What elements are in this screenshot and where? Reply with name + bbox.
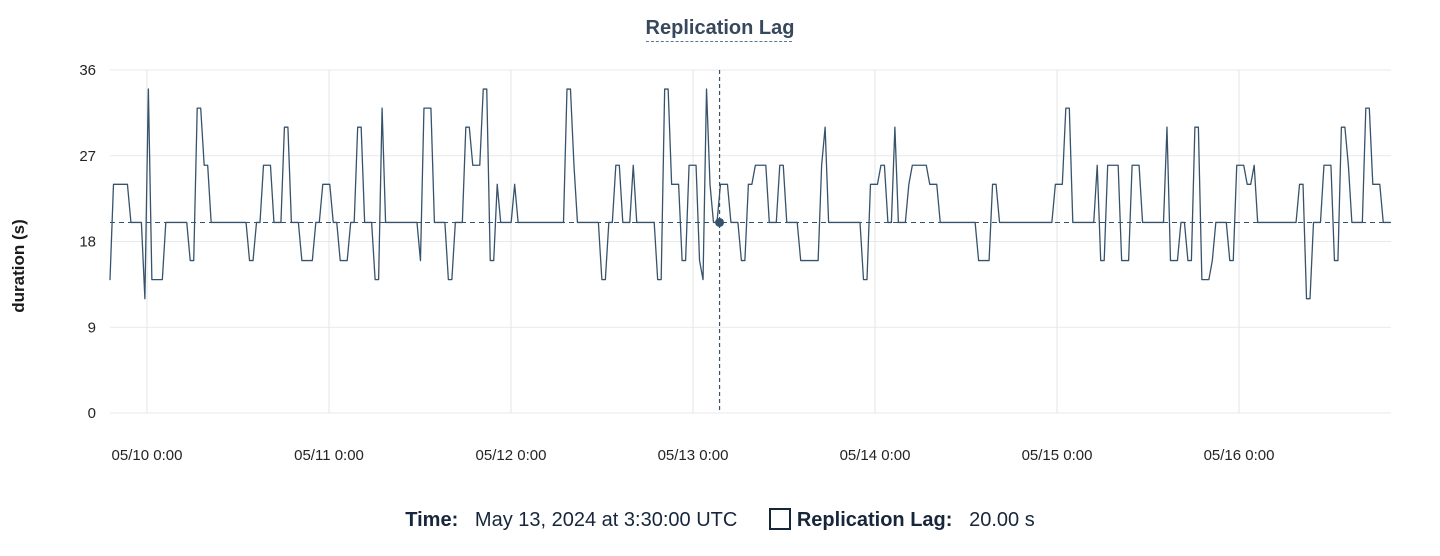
svg-text:27: 27 <box>79 148 96 165</box>
svg-text:36: 36 <box>79 62 96 79</box>
svg-text:05/14 0:00: 05/14 0:00 <box>840 447 911 464</box>
svg-text:05/13 0:00: 05/13 0:00 <box>658 447 729 464</box>
svg-text:05/11 0:00: 05/11 0:00 <box>294 447 364 464</box>
svg-text:9: 9 <box>88 319 96 336</box>
svg-text:05/12 0:00: 05/12 0:00 <box>476 447 547 464</box>
svg-text:05/10 0:00: 05/10 0:00 <box>112 447 183 464</box>
svg-text:18: 18 <box>79 234 96 251</box>
svg-text:0: 0 <box>88 405 96 422</box>
svg-text:05/15 0:00: 05/15 0:00 <box>1022 447 1093 464</box>
svg-text:05/16 0:00: 05/16 0:00 <box>1204 447 1275 464</box>
